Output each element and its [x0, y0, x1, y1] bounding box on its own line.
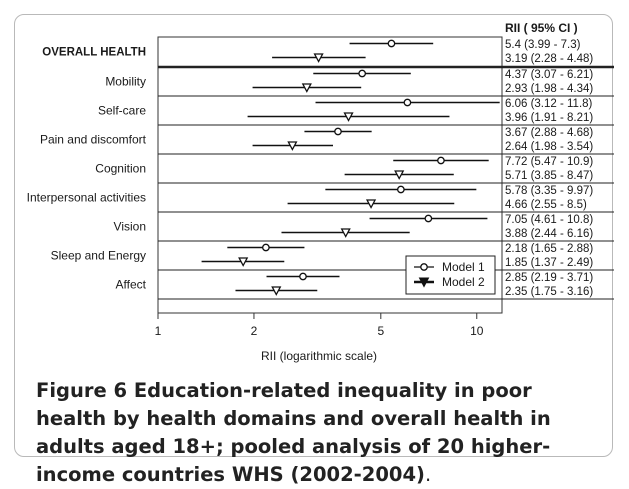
point-marker-circle	[299, 272, 307, 281]
point-marker-circle	[387, 39, 396, 48]
ci-value-label: 3.96 (1.91 - 8.21)	[505, 112, 593, 124]
ci-value-label: 5.78 (3.35 - 9.97)	[505, 185, 593, 197]
plot-area	[157, 36, 503, 314]
ci-value-label: 4.37 (3.07 - 6.21)	[505, 69, 593, 81]
x-tick-label: 1	[155, 324, 162, 338]
point-marker-triangle	[238, 257, 249, 267]
caption-label: Figure 6	[36, 379, 128, 402]
point-marker-circle	[397, 185, 405, 194]
ci-value-label: 4.66 (2.55 - 8.5)	[505, 199, 587, 211]
ci-value-label: 2.64 (1.98 - 3.54)	[505, 141, 593, 153]
point-marker-circle	[262, 243, 270, 252]
ci-value-label: 1.85 (1.37 - 2.49)	[505, 257, 593, 269]
x-tick-label: 5	[377, 324, 384, 338]
category-label: Vision	[114, 220, 146, 234]
x-tick-label: 10	[470, 324, 484, 338]
x-axis-label: RII (logarithmic scale)	[261, 349, 377, 363]
figure-caption: Figure 6 Education-related inequality in…	[36, 377, 606, 489]
legend-marker-circle	[420, 263, 428, 271]
point-marker-triangle	[271, 286, 282, 296]
point-marker-triangle	[340, 228, 351, 238]
ci-value-label: 2.35 (1.75 - 3.16)	[505, 286, 593, 298]
category-label: Cognition	[95, 162, 146, 176]
legend-box	[405, 255, 496, 295]
x-tick-label: 2	[251, 324, 258, 338]
category-label: Sleep and Energy	[51, 249, 146, 263]
point-marker-triangle	[301, 83, 312, 93]
point-marker-circle	[358, 69, 367, 78]
point-marker-circle	[403, 98, 412, 107]
point-marker-circle	[437, 156, 445, 165]
ci-value-label: 6.06 (3.12 - 11.8)	[505, 98, 593, 110]
category-label: Interpersonal activities	[27, 191, 146, 205]
ci-value-label: 7.72 (5.47 - 10.9)	[505, 156, 593, 168]
point-marker-triangle	[394, 170, 405, 180]
category-label: OVERALL HEALTH	[42, 47, 146, 59]
forest-plot: 1 2 5 10 RII (logarithmic scale) RII ( 95% CI…	[27, 21, 614, 363]
ci-value-label: 5.4 (3.99 - 7.3)	[505, 39, 581, 51]
category-label: Affect	[116, 278, 147, 292]
legend-label: Model 1	[442, 260, 485, 274]
legend-marker-triangle	[418, 277, 430, 288]
category-label: Self-care	[98, 104, 146, 118]
ci-value-label: 2.85 (2.19 - 3.71)	[505, 272, 593, 284]
point-marker-circle	[424, 214, 433, 223]
category-label: Pain and discomfort	[40, 133, 147, 147]
ci-value-label: 7.05 (4.61 - 10.8)	[505, 214, 593, 226]
ci-value-label: 3.88 (2.44 - 6.16)	[505, 228, 593, 240]
point-marker-triangle	[365, 199, 377, 209]
point-marker-circle	[334, 127, 342, 136]
point-marker-triangle	[287, 141, 298, 151]
ci-value-label: 3.19 (2.28 - 4.48)	[505, 53, 593, 65]
ci-value-label: 5.71 (3.85 - 8.47)	[505, 170, 593, 182]
ci-value-label: 2.18 (1.65 - 2.88)	[505, 243, 593, 255]
ci-value-label: 2.93 (1.98 - 4.34)	[505, 83, 593, 95]
legend-label: Model 2	[442, 275, 485, 289]
ci-header: RII ( 95% CI )	[505, 21, 578, 35]
ci-value-label: 3.67 (2.88 - 4.68)	[505, 127, 593, 139]
category-label: Mobility	[105, 75, 146, 89]
point-marker-triangle	[313, 53, 324, 63]
point-marker-triangle	[343, 112, 354, 122]
caption-end: .	[424, 463, 432, 486]
